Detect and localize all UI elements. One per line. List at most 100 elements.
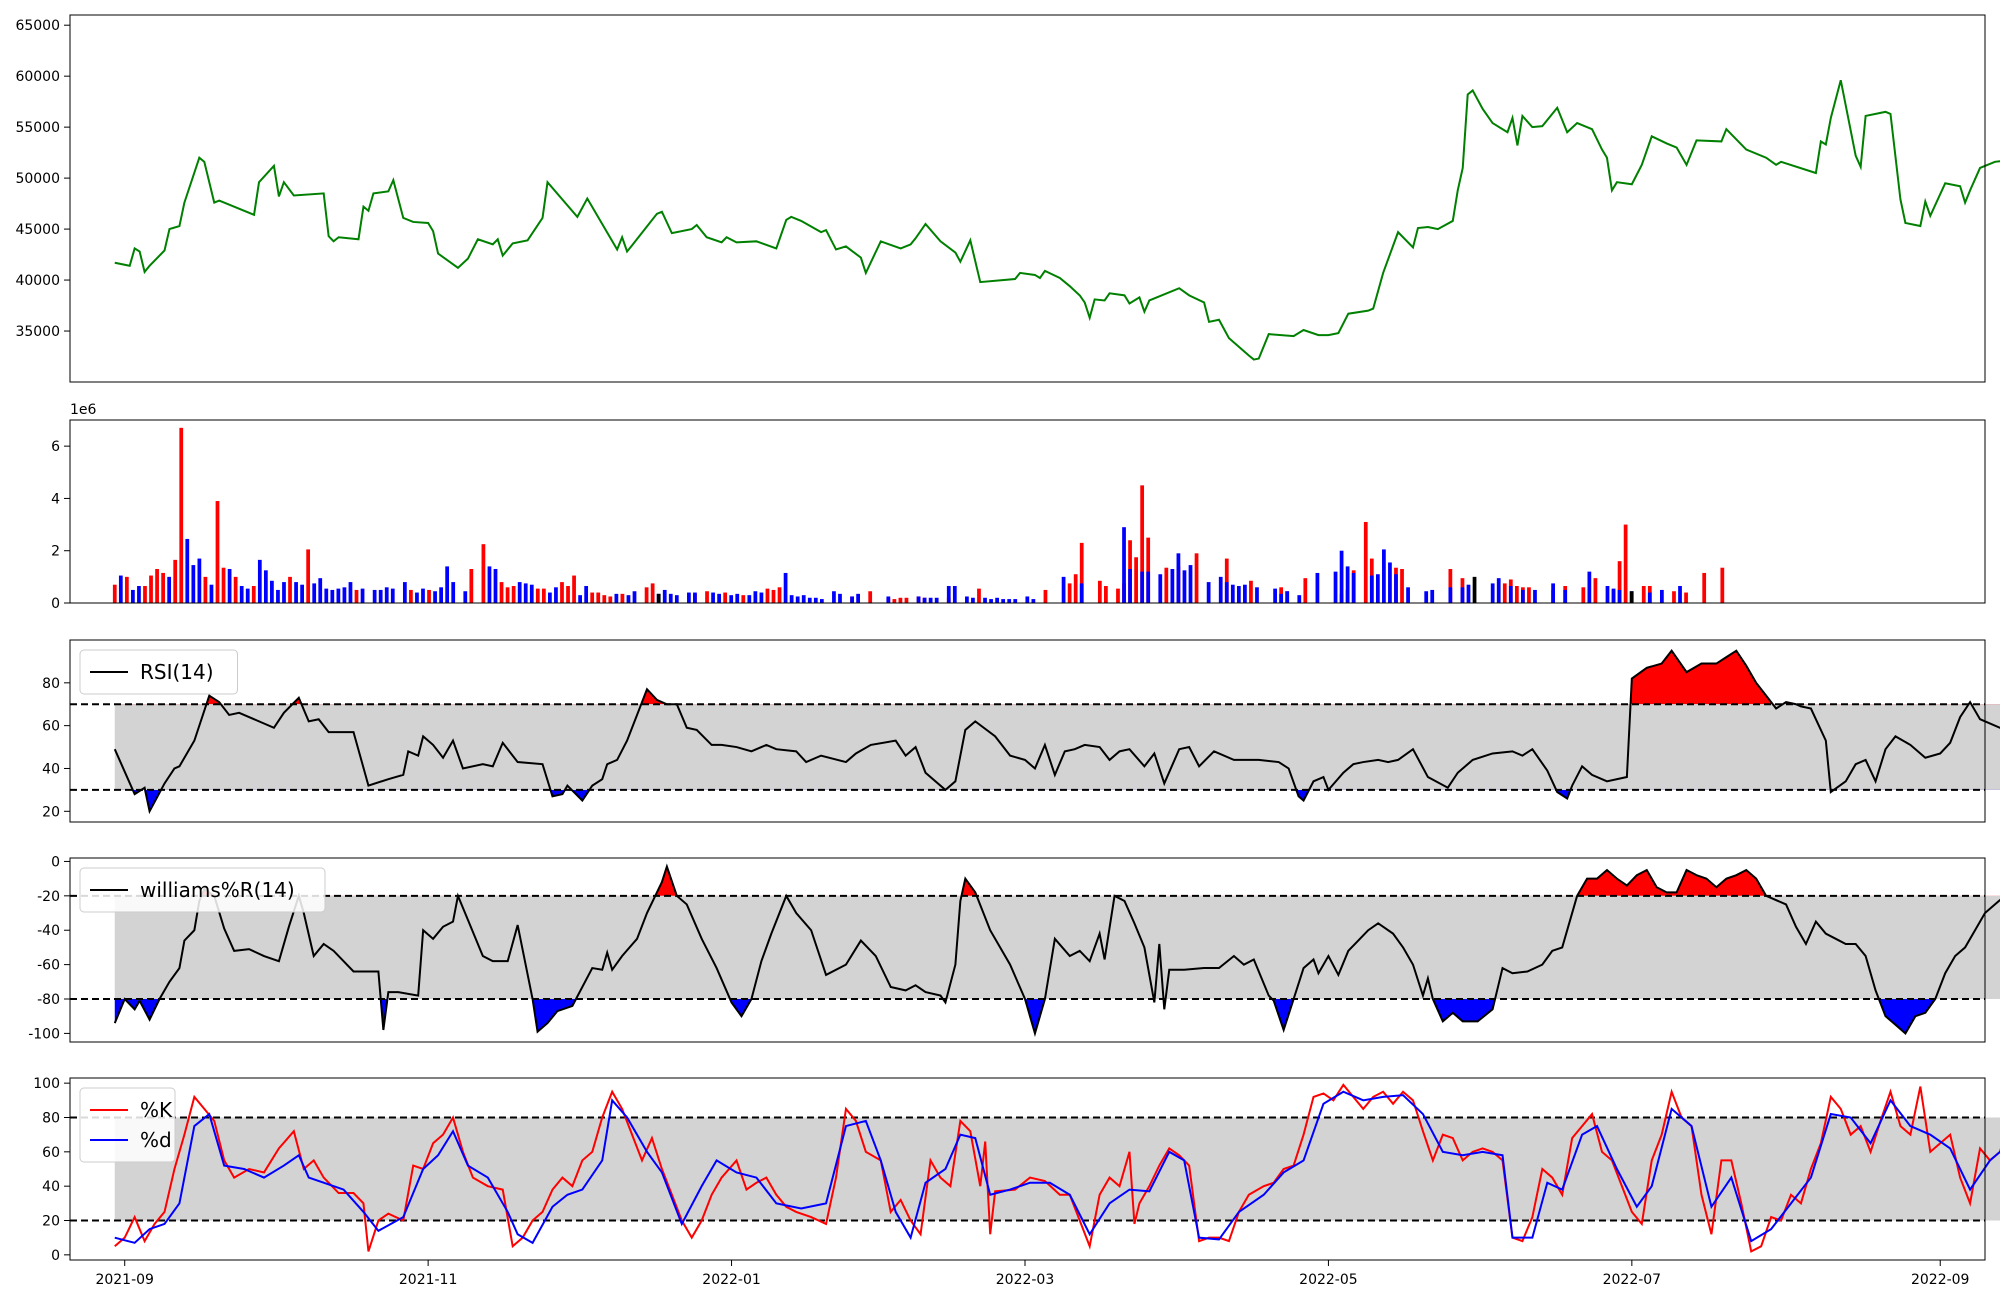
volume-bar [548, 592, 552, 603]
volume-bar [928, 597, 933, 603]
volume-bar [1013, 599, 1018, 603]
y-tick-label: 50000 [15, 171, 60, 187]
volume-bar [656, 593, 661, 603]
volume-bar [402, 582, 407, 603]
volume-bar [801, 595, 806, 603]
legend-label: %d [140, 1128, 172, 1152]
panel-frame [69, 1077, 1986, 1261]
volume-bar [118, 575, 123, 603]
y-tick-label: 20 [42, 1214, 60, 1230]
volume-bar [644, 587, 649, 603]
x-tick-label: 2022-03 [996, 1272, 1055, 1288]
volume-bar [1164, 567, 1169, 603]
volume-bar [1369, 575, 1374, 603]
y-tick-label: 35000 [15, 324, 60, 340]
legend-label: %K [140, 1098, 173, 1122]
volume-bar [554, 587, 558, 603]
volume-bar [505, 587, 510, 603]
band-fill [114, 1117, 2000, 1221]
price-panel: 35000 40000 45000 50000 55000 60000 65000 [15, 14, 2000, 383]
volume-bar [1188, 565, 1193, 603]
volume-bar [983, 597, 987, 603]
volume-bar [1104, 586, 1108, 603]
volume-bar [1194, 553, 1199, 603]
volume-bar [705, 591, 709, 603]
volume-bar [1647, 592, 1652, 603]
legend-box [79, 867, 326, 913]
volume-bar [1079, 542, 1084, 603]
volume-bar [1043, 589, 1048, 603]
volume-bar [1527, 587, 1531, 603]
volume-bar [1025, 596, 1030, 603]
volume-bar [566, 586, 570, 603]
price-line [114, 79, 2000, 361]
volume-bar [1079, 583, 1084, 603]
volume-bar [1351, 572, 1356, 603]
panel-frame [69, 419, 1986, 604]
volume-bar [590, 592, 595, 603]
volume-bar [124, 576, 129, 603]
volume-bar [1061, 576, 1066, 603]
volume-bar [723, 592, 728, 603]
volume-bar [759, 592, 764, 603]
volume-bar [1249, 580, 1253, 603]
volume-bar [735, 593, 740, 603]
volume-bar [711, 592, 715, 603]
volume-bar [626, 595, 631, 603]
volume-bar [112, 584, 117, 603]
volume-bar [1230, 584, 1235, 603]
volume-bar [1388, 562, 1392, 603]
volume-bar [1684, 592, 1688, 603]
y-tick-label: -20 [37, 889, 60, 905]
volume-bar [819, 599, 824, 603]
legend-box [79, 1087, 176, 1163]
volume-bar [916, 596, 921, 603]
volume-bar [572, 575, 576, 603]
volume-bar [1672, 591, 1676, 603]
legend-label: RSI(14) [140, 660, 214, 684]
volume-bar [1182, 570, 1187, 603]
volume-bar [1158, 574, 1163, 603]
volume-bar [282, 582, 286, 603]
volume-bar [838, 593, 842, 603]
volume-bar [137, 586, 141, 603]
volume-bar [971, 597, 975, 603]
volume-bar [1720, 567, 1725, 603]
volume-bar [415, 592, 419, 603]
volume-bar [451, 582, 456, 603]
y-tick-label: 0 [51, 854, 60, 870]
volume-bar [251, 586, 256, 603]
volume-bar [952, 586, 957, 603]
volume-bar [1448, 569, 1453, 603]
volume-bar [445, 566, 450, 603]
volume-bar [946, 586, 951, 603]
volume-bar [330, 589, 335, 603]
volume-bar [1514, 586, 1519, 603]
volume-bar [481, 544, 486, 603]
volume-bar [1243, 584, 1247, 603]
volume-bar [602, 595, 607, 603]
volume-bar [777, 587, 782, 603]
volume-bar [312, 583, 317, 603]
volume-bar [1333, 571, 1338, 603]
volume-bar [143, 586, 147, 603]
volume-bar [427, 589, 431, 603]
volume-bar [868, 591, 873, 603]
stoch-line [114, 1090, 2000, 1245]
volume-bar [131, 589, 135, 603]
volume-bar [336, 588, 341, 603]
y-tick-label: 0 [51, 1248, 60, 1264]
y-tick-label: 80 [42, 676, 60, 692]
x-tick-label: 2022-07 [1603, 1272, 1662, 1288]
williams-line [113, 863, 2000, 1037]
volume-bar [1382, 549, 1386, 603]
y-tick-label: 40000 [15, 273, 60, 289]
volume-bar [789, 595, 794, 603]
volume-bar [1400, 569, 1404, 603]
volume-bar [409, 589, 413, 603]
y-tick-label: -80 [37, 992, 60, 1008]
x-tick-label: 2021-09 [95, 1272, 154, 1288]
volume-bar [783, 572, 788, 603]
volume-bar [989, 599, 993, 603]
volume-bar [1339, 550, 1344, 603]
